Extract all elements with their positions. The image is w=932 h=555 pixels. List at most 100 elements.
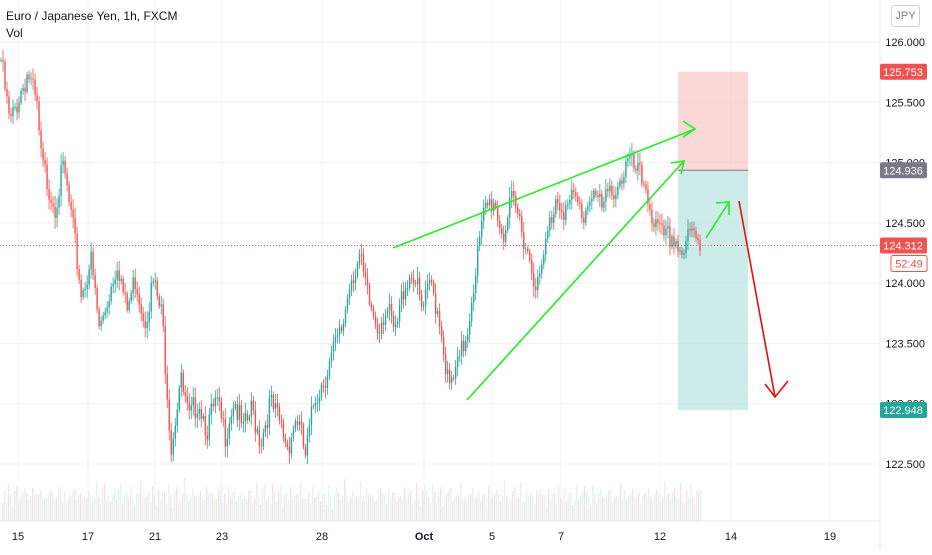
volume-bar [122,504,124,521]
drawings[interactable] [392,120,789,401]
y-axis-labels[interactable]: 126.000125.500125.000124.500124.000123.5… [885,37,925,471]
volume-indicator-label[interactable]: Vol [6,26,23,40]
candle-body [633,153,635,169]
candle-body [84,289,86,291]
candle-body [92,251,94,276]
volume-bar [282,505,284,521]
candle-body [4,61,6,89]
volume-bar [274,491,276,521]
volume-bar [324,492,326,521]
volume-bar [488,487,490,521]
volume-bar [190,497,192,521]
volume-bar [306,498,308,521]
volume-bar [394,492,396,521]
candle-body [146,321,148,328]
volume-bar [192,489,194,521]
candle-body [691,228,693,231]
candle-body [364,271,367,278]
volume-bar [562,501,564,521]
volume-bar [586,491,588,521]
upper-trendline[interactable] [392,128,696,249]
volume-bar [48,493,50,521]
candle-body [342,323,345,332]
candle-body [74,217,76,234]
volume-bar [70,496,72,521]
down-arrow[interactable] [738,200,776,398]
volume-bar [84,496,86,521]
volume-bar [264,484,266,521]
candle-body [250,400,253,417]
candle-body [505,230,507,242]
candle-body [454,366,457,379]
volume-bar [650,498,652,521]
volume-bar [244,497,246,521]
volume-bar [176,487,178,521]
volume-bar [624,490,626,521]
currency-badge[interactable]: JPY [891,5,920,27]
x-axis-labels[interactable]: 15 17 21 23 28 Oct 5 7 12 14 19 [12,531,836,543]
candle-body [266,425,269,428]
candle-body [122,278,124,293]
countdown-label: 52:49 [895,259,923,271]
entry-price-tag: 124.936 [880,162,927,179]
volume-bar [106,499,108,521]
candle-body [601,193,603,208]
volume-bar [612,502,614,521]
candle-body [476,245,479,276]
candle-body [553,214,555,223]
volume-bar [442,506,444,521]
volume-bar [620,484,622,521]
candle-body [194,397,196,418]
volume-bar [38,495,40,521]
candle-body [647,189,649,205]
candle-body [308,425,311,436]
x-tick-label: 5 [489,531,495,543]
volume-bar [298,495,300,521]
volume-bar [146,497,148,521]
volume-bar [340,500,342,521]
candle-body [448,369,451,384]
candle-body [282,422,285,438]
volume-bars [2,478,702,521]
candle-body [70,201,72,210]
volume-bar [226,503,228,521]
take-profit-zone[interactable] [678,170,748,410]
volume-bar [258,498,260,521]
candle-body [172,438,174,455]
candle-body [310,406,313,426]
candle-body [254,410,257,433]
candle-body [673,236,675,247]
volume-bar [680,483,682,521]
volume-bar [474,498,476,521]
volume-bar [14,491,16,521]
up-arrow[interactable] [705,201,730,239]
lower-trendline[interactable] [466,160,685,401]
candle-body [366,277,369,286]
volume-bar [604,497,606,521]
candle-body [240,404,243,424]
target-price-tag: 122.948 [880,401,927,418]
volume-bar [196,495,198,521]
candle-body [621,180,623,184]
candle-body [432,281,435,294]
candle-body [22,87,24,92]
candle-body [186,395,188,403]
candle-body [577,196,579,202]
volume-bar [498,494,500,521]
symbol-title[interactable]: Euro / Japanese Yen, 1h, FXCM [6,9,178,23]
volume-bar [114,490,116,521]
candle-body [695,230,697,239]
volume-bar [92,502,94,521]
volume-bar [432,485,434,521]
volume-bar [52,493,54,521]
candle-body [615,194,617,200]
candle-body [86,284,88,290]
volume-bar [502,496,504,521]
candle-body [196,413,198,418]
stop-loss-zone[interactable] [678,71,748,171]
volume-bar [164,491,166,521]
candle-body [6,88,8,97]
volume-bar [64,492,66,521]
